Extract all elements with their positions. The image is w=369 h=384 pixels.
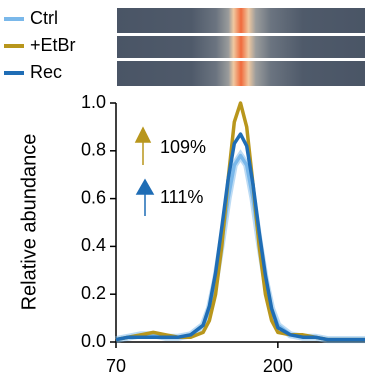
series-line <box>116 134 365 340</box>
series-line <box>116 156 365 340</box>
legend-label: +EtBr <box>30 35 76 55</box>
chart: Relative abundance 0.0 0.2 0.4 0.6 0.8 1.0 70 2… <box>0 0 369 384</box>
arrow <box>137 180 153 216</box>
arrow <box>136 128 150 165</box>
legend-label: Rec <box>30 62 62 82</box>
y-tick-label: 0.0 <box>81 331 106 351</box>
x-tick-label: 200 <box>263 356 293 376</box>
y-tick-label: 0.2 <box>81 283 106 303</box>
heatmap-strip <box>117 36 365 58</box>
series-band <box>116 156 365 340</box>
annotation: 109% <box>160 137 206 157</box>
heatmap-strip <box>117 61 365 86</box>
y-tick-label: 0.4 <box>81 235 106 255</box>
x-tick-label: 70 <box>106 356 126 376</box>
y-tick-label: 0.8 <box>81 140 106 160</box>
y-tick-label: 1.0 <box>81 92 106 112</box>
heatmap-strip <box>117 8 365 33</box>
legend-label: Ctrl <box>30 8 58 28</box>
annotation: 111% <box>160 187 203 207</box>
series-line <box>116 103 365 340</box>
y-tick-label: 0.6 <box>81 187 106 207</box>
y-axis-label: Relative abundance <box>18 134 40 311</box>
